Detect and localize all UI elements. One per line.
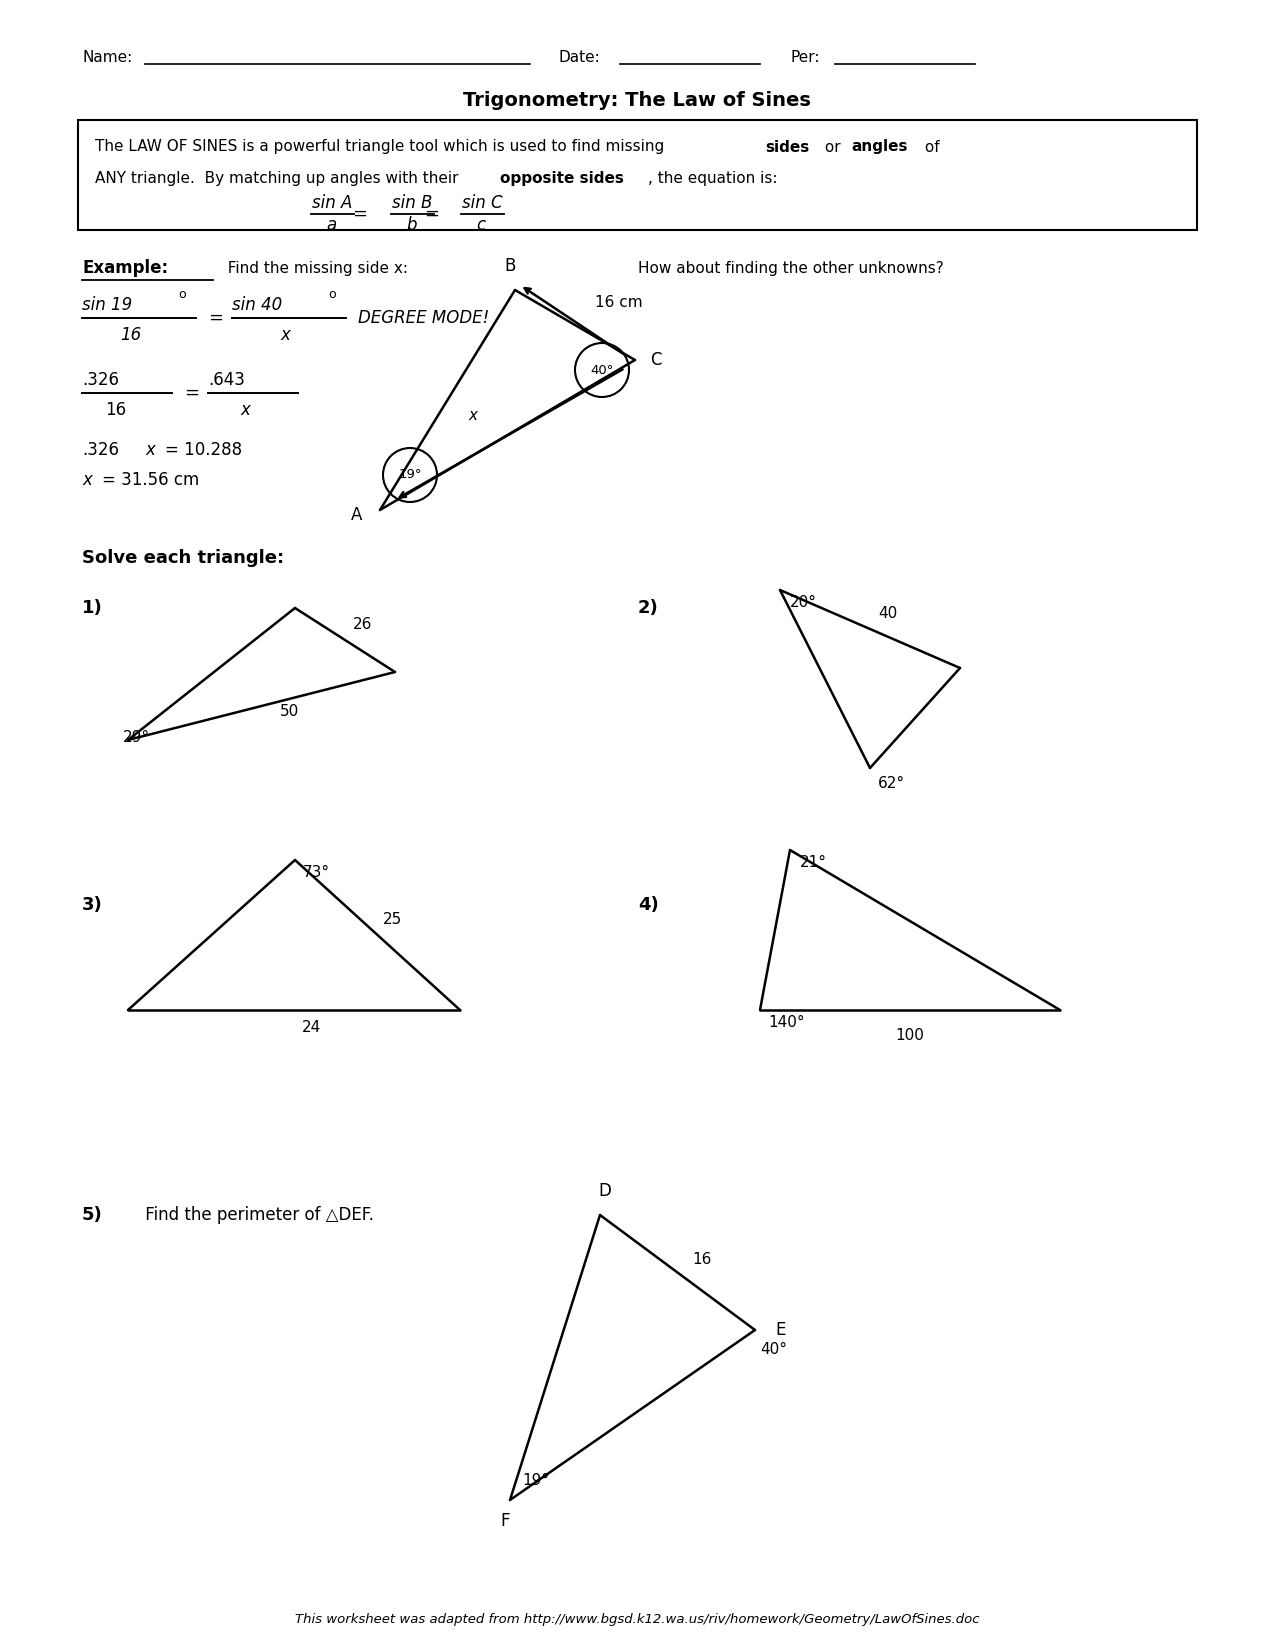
Text: = 10.288: = 10.288 — [164, 441, 242, 459]
Text: of: of — [921, 140, 940, 155]
Text: o: o — [179, 289, 186, 302]
Text: 40°: 40° — [760, 1341, 787, 1356]
Text: 29°: 29° — [122, 729, 150, 746]
Text: 26: 26 — [353, 617, 372, 632]
Text: = 31.56 cm: = 31.56 cm — [102, 470, 199, 488]
Text: A: A — [351, 507, 362, 525]
Text: sin C: sin C — [462, 195, 502, 211]
Text: 1): 1) — [82, 599, 103, 617]
Text: F: F — [500, 1511, 510, 1530]
Text: ANY triangle.  By matching up angles with their: ANY triangle. By matching up angles with… — [96, 170, 463, 185]
Text: sin 40: sin 40 — [232, 295, 282, 314]
Text: 5): 5) — [82, 1206, 103, 1224]
Text: D: D — [598, 1181, 612, 1200]
Text: 16: 16 — [120, 327, 142, 343]
Text: 40°: 40° — [590, 363, 613, 376]
Text: or: or — [820, 140, 845, 155]
Text: x: x — [82, 470, 92, 488]
Text: 16: 16 — [692, 1252, 711, 1267]
Text: 19°: 19° — [398, 469, 422, 482]
Text: How about finding the other unknowns?: How about finding the other unknowns? — [638, 261, 944, 276]
Text: angles: angles — [850, 140, 908, 155]
Text: , the equation is:: , the equation is: — [648, 170, 778, 185]
Text: Find the perimeter of △DEF.: Find the perimeter of △DEF. — [140, 1206, 374, 1224]
Text: opposite sides: opposite sides — [500, 170, 623, 185]
Text: 4): 4) — [638, 896, 659, 914]
Text: c: c — [476, 216, 484, 234]
Text: sin A: sin A — [312, 195, 352, 211]
Text: 25: 25 — [382, 912, 402, 927]
Text: E: E — [775, 1322, 785, 1340]
Text: =: = — [184, 384, 199, 403]
Text: 16 cm: 16 cm — [595, 295, 643, 310]
FancyBboxPatch shape — [78, 120, 1197, 229]
Text: a: a — [326, 216, 337, 234]
Text: Date:: Date: — [558, 51, 599, 66]
Text: Trigonometry: The Law of Sines: Trigonometry: The Law of Sines — [463, 91, 811, 109]
Text: Solve each triangle:: Solve each triangle: — [82, 549, 284, 568]
Text: x: x — [240, 401, 250, 419]
Text: 73°: 73° — [303, 865, 330, 879]
Text: b: b — [405, 216, 417, 234]
Text: sin B: sin B — [391, 195, 432, 211]
Text: =: = — [208, 309, 223, 327]
Text: Example:: Example: — [82, 259, 168, 277]
Text: 20°: 20° — [790, 596, 817, 610]
Text: 140°: 140° — [768, 1015, 805, 1030]
Text: C: C — [650, 351, 662, 370]
Text: sides: sides — [765, 140, 810, 155]
Text: 100: 100 — [895, 1028, 924, 1043]
Text: This worksheet was adapted from http://www.bgsd.k12.wa.us/riv/homework/Geometry/: This worksheet was adapted from http://w… — [295, 1614, 979, 1627]
Text: o: o — [328, 289, 335, 302]
Text: .326: .326 — [82, 371, 119, 389]
Text: sin 19: sin 19 — [82, 295, 133, 314]
Text: 2): 2) — [638, 599, 659, 617]
Text: 3): 3) — [82, 896, 103, 914]
Text: 16: 16 — [105, 401, 126, 419]
Text: Per:: Per: — [790, 51, 820, 66]
Text: x: x — [468, 408, 477, 422]
Text: 24: 24 — [302, 1020, 321, 1035]
Text: B: B — [505, 257, 515, 276]
Text: Find the missing side x:: Find the missing side x: — [218, 261, 408, 276]
Text: 21°: 21° — [799, 855, 827, 870]
Text: DEGREE MODE!: DEGREE MODE! — [358, 309, 490, 327]
Text: 62°: 62° — [878, 776, 905, 790]
Text: x: x — [280, 327, 289, 343]
Text: The LAW OF SINES is a powerful triangle tool which is used to find missing: The LAW OF SINES is a powerful triangle … — [96, 140, 669, 155]
Text: Name:: Name: — [82, 51, 133, 66]
Text: 40: 40 — [878, 606, 898, 620]
Text: .326: .326 — [82, 441, 119, 459]
Text: =: = — [352, 205, 367, 223]
Text: 19°: 19° — [521, 1473, 550, 1488]
Text: =: = — [425, 205, 440, 223]
Text: .643: .643 — [208, 371, 245, 389]
Text: 50: 50 — [279, 705, 298, 719]
Text: x: x — [145, 441, 154, 459]
